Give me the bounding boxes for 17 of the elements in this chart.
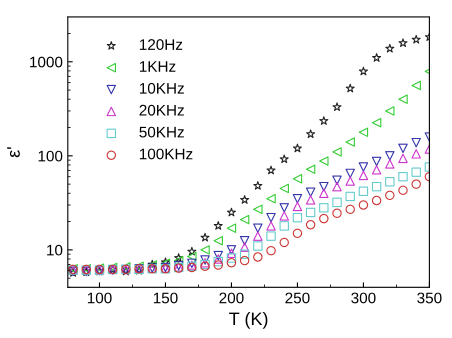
- x-tick-label: 250: [285, 292, 310, 304]
- x-tick-label: 350: [417, 292, 442, 304]
- legend-label: 1KHz: [140, 61, 176, 72]
- x-tick-label: 300: [351, 292, 376, 304]
- legend-label: 50KHz: [139, 126, 184, 138]
- x-tick-label: 200: [219, 292, 244, 304]
- y-axis-title: ε': [7, 147, 20, 158]
- legend-label: 20KHz: [140, 104, 184, 116]
- legend-label: 100KHz: [140, 148, 192, 160]
- x-tick-label: 150: [154, 292, 178, 304]
- y-tick-label: 100: [38, 150, 62, 162]
- y-tick-label: 10: [47, 244, 62, 256]
- x-tick-label: 100: [88, 292, 112, 304]
- x-axis-title: T (K): [229, 312, 268, 329]
- y-tick-label: 1000: [30, 56, 62, 68]
- legend-label: 120Hz: [140, 39, 182, 50]
- legend-label: 10KHz: [140, 82, 184, 94]
